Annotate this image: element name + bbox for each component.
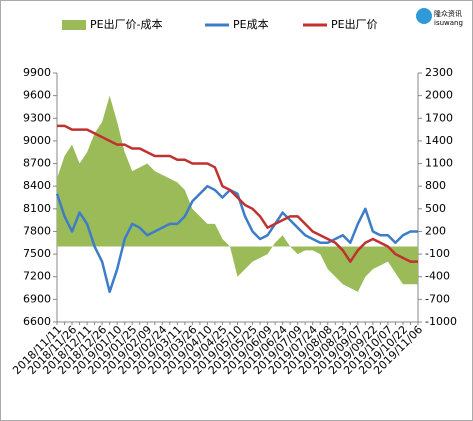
y2-tick-label: 2000: [425, 89, 453, 102]
legend-label: PE出厂价-成本: [90, 17, 163, 31]
legend-label: PE出厂价: [331, 17, 378, 31]
y2-tick-label: 1400: [425, 134, 453, 147]
line: [57, 124, 418, 263]
y2-tick-label: 1100: [425, 157, 453, 170]
y2-tick-label: -400: [425, 270, 450, 283]
y-tick-label: 9900: [23, 66, 51, 79]
logo-name: 隆众资讯: [434, 9, 462, 18]
line: [55, 184, 418, 294]
y2-tick-label: 500: [425, 202, 446, 215]
area: [57, 95, 418, 292]
y2-tick-label: 800: [425, 179, 446, 192]
y-tick-label: 7500: [23, 247, 51, 260]
y2-tick-label: -1000: [425, 315, 457, 328]
y-tick-label: 9600: [23, 89, 51, 102]
y2-tick-label: 1700: [425, 111, 453, 124]
y2-tick-label: 200: [425, 224, 446, 237]
y2-tick-label: -700: [425, 292, 450, 305]
y2-tick-label: -100: [425, 247, 450, 260]
y2-tick-label: 2300: [425, 66, 453, 79]
y-tick-label: 8100: [23, 202, 51, 215]
y-tick-label: 7800: [23, 224, 51, 237]
y-tick-label: 7200: [23, 270, 51, 283]
y-tick-label: 6600: [23, 315, 51, 328]
legend-label: PE成本: [233, 17, 269, 31]
logo-url: isuwang: [434, 19, 463, 27]
y-tick-label: 8700: [23, 157, 51, 170]
y-tick-label: 9300: [23, 111, 51, 124]
y-tick-label: 9000: [23, 134, 51, 147]
y-tick-label: 6900: [23, 292, 51, 305]
y-tick-label: 8400: [23, 179, 51, 192]
legend-swatch: [62, 20, 86, 30]
logo-icon: [416, 8, 432, 24]
